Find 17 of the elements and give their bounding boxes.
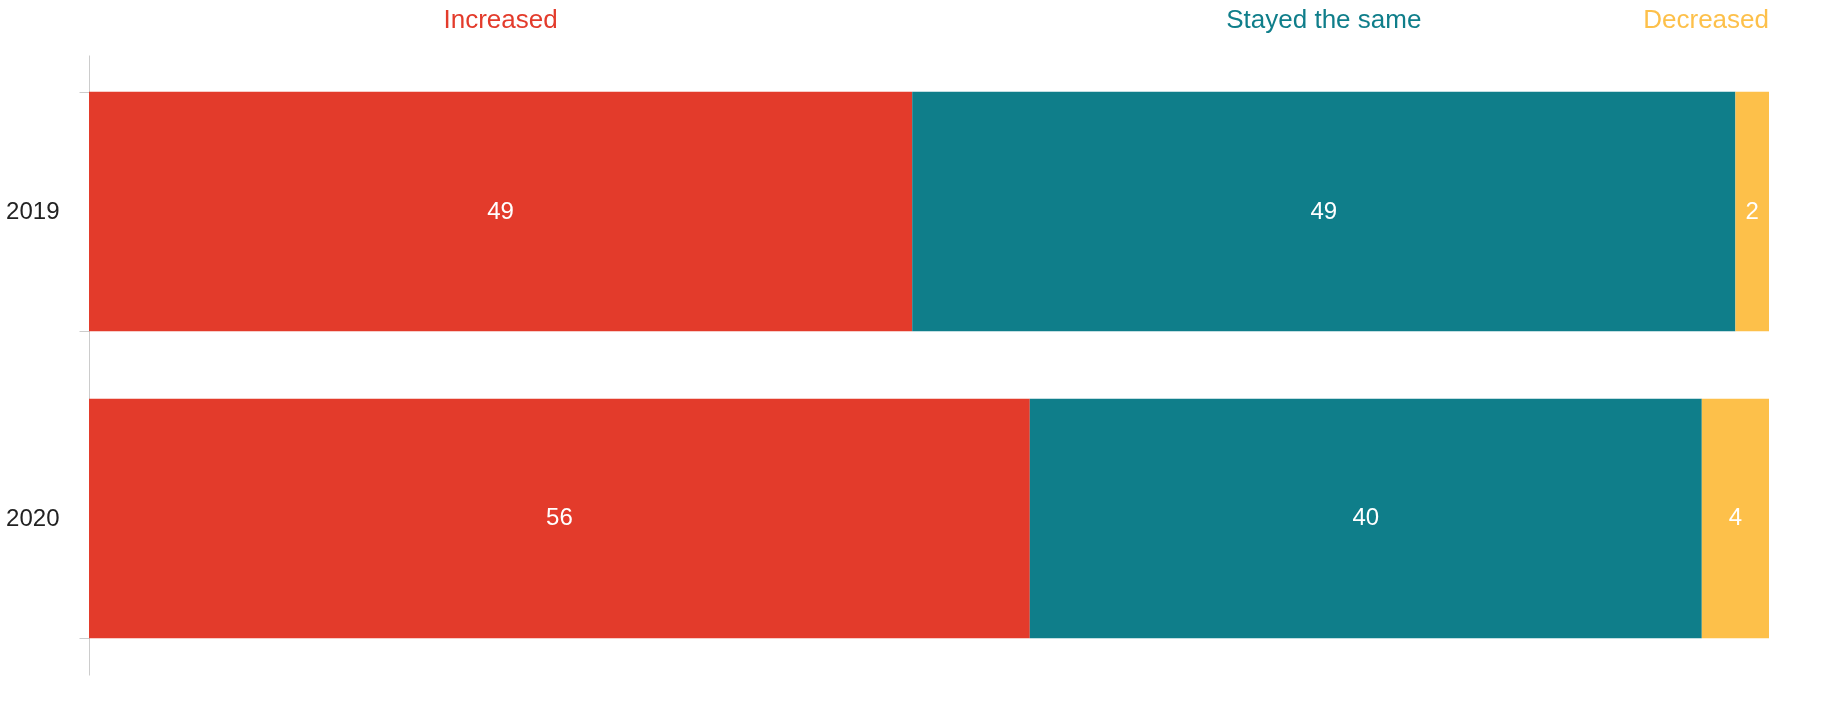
- text: Increased: [443, 4, 558, 34]
- bar: [89, 398, 1030, 639]
- data-label: 40: [1352, 503, 1380, 531]
- y-tick-label: 2020: [6, 503, 60, 531]
- bar: [912, 91, 1736, 332]
- bar: [1701, 398, 1769, 639]
- data-label: 4: [1728, 503, 1743, 531]
- bar: [1029, 398, 1702, 639]
- bar: [89, 91, 913, 332]
- y-tick-label: 2019: [6, 197, 60, 225]
- text: Decreased: [1643, 4, 1769, 34]
- data-label: 56: [546, 503, 573, 531]
- data-label: 49: [1310, 196, 1338, 224]
- bar: [1735, 91, 1769, 332]
- text: Stayed the same: [1226, 4, 1422, 34]
- data-label: 2: [1745, 196, 1759, 224]
- data-label: 49: [487, 196, 514, 224]
